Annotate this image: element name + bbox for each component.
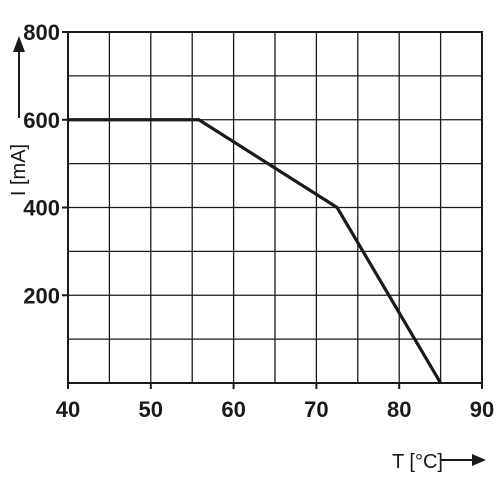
y-axis-title: I [mA] xyxy=(8,144,30,196)
y-tick-label: 600 xyxy=(23,108,60,133)
y-tick-label: 400 xyxy=(23,196,60,221)
x-axis-arrow-icon xyxy=(440,454,486,466)
y-tick-label: 200 xyxy=(23,283,60,308)
x-tick-label: 60 xyxy=(221,397,245,422)
x-tick-label: 50 xyxy=(139,397,163,422)
x-axis-title: T [°C] xyxy=(392,451,443,473)
series-line xyxy=(68,118,442,384)
x-tick-label: 90 xyxy=(470,397,494,422)
y-tick-labels: 200 400 600 800 xyxy=(23,20,68,308)
series-layer xyxy=(68,118,442,384)
x-tick-label: 70 xyxy=(304,397,328,422)
y-axis-arrow-icon xyxy=(13,36,25,118)
y-tick-label: 800 xyxy=(23,20,60,45)
x-tick-label: 80 xyxy=(387,397,411,422)
x-tick-labels: 40 50 60 70 80 90 xyxy=(56,383,494,422)
grid xyxy=(68,32,482,383)
x-tick-label: 40 xyxy=(56,397,80,422)
